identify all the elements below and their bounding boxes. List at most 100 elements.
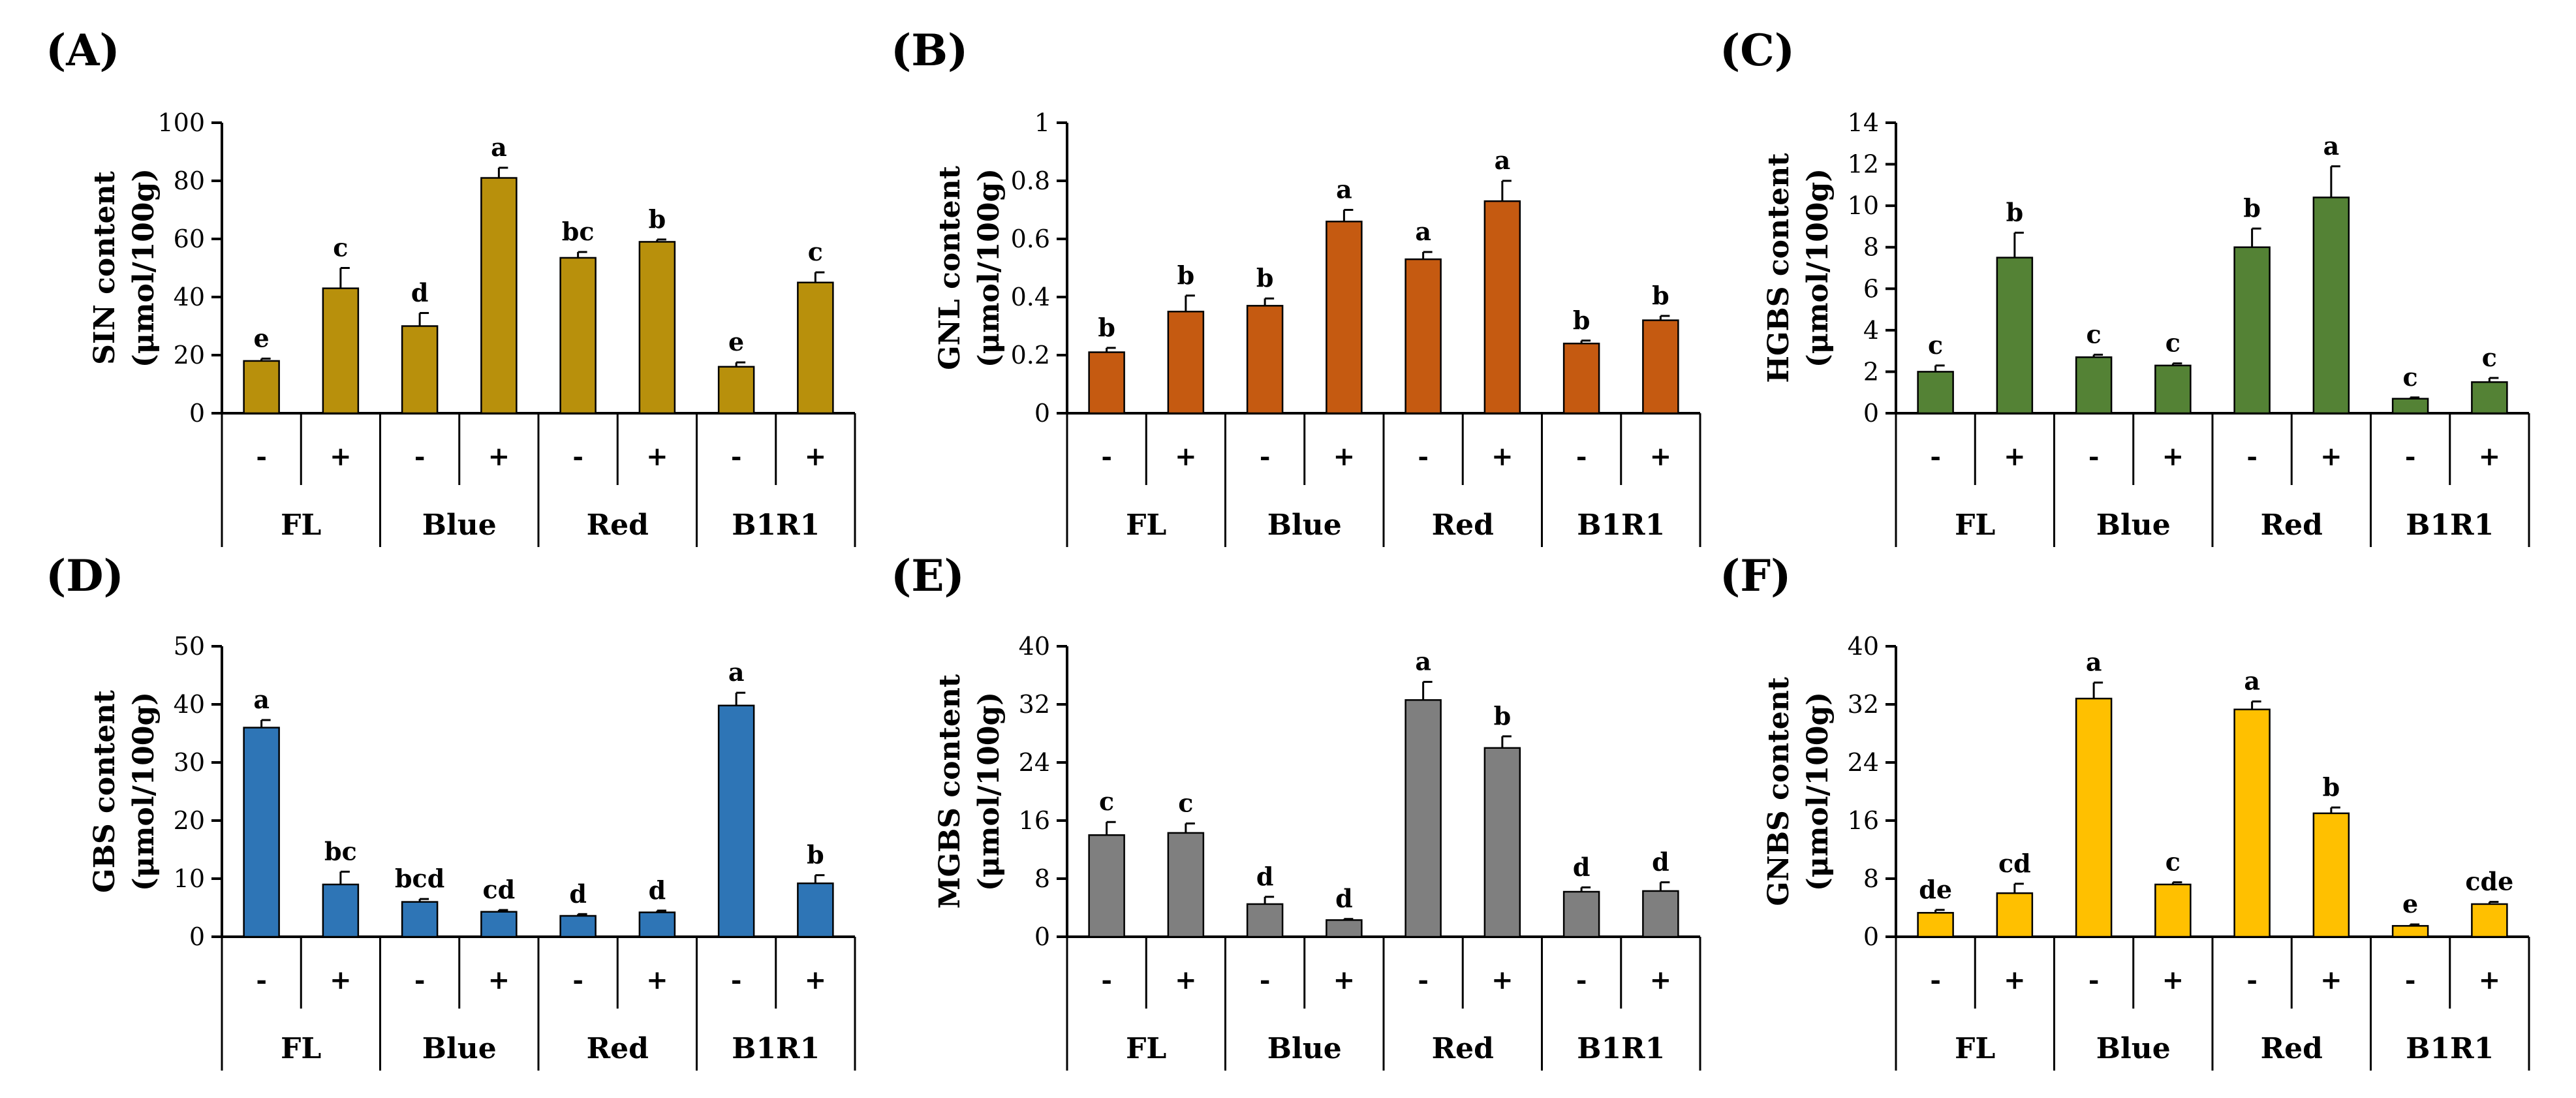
y-tick-label: 8 (1863, 233, 1879, 262)
bar (480, 911, 518, 938)
treatment-label: - (1930, 965, 1941, 996)
treatment-label: + (646, 441, 668, 472)
significance-letter: b (1573, 306, 1591, 335)
treatment-label: - (1930, 441, 1941, 472)
significance-letter: a (491, 133, 507, 162)
bar (559, 915, 597, 938)
treatment-label: - (2246, 965, 2258, 996)
significance-letter: c (2165, 328, 2180, 358)
y-tick-label: 0.8 (1011, 166, 1050, 195)
treatment-label: - (1576, 441, 1587, 472)
y-tick-label: 100 (157, 108, 205, 137)
bar (1996, 257, 2034, 415)
y-axis-unit: (μmol/100g) (972, 168, 1006, 368)
significance-letter: de (1919, 875, 1952, 904)
significance-letter: b (2323, 772, 2340, 802)
significance-letter: d (1335, 884, 1353, 913)
treatment-label: - (1418, 441, 1429, 472)
y-tick-label: 0.4 (1011, 283, 1050, 311)
significance-letter: cde (2465, 867, 2513, 896)
bar (1326, 919, 1363, 938)
significance-letter: a (728, 657, 745, 687)
group-label: Red (1432, 509, 1494, 542)
panel-label: (D) (46, 550, 124, 601)
y-tick-label: 14 (1848, 108, 1879, 137)
treatment-label: + (330, 965, 352, 996)
treatment-label: - (2088, 965, 2100, 996)
significance-letter: c (2165, 847, 2180, 877)
bar (2471, 381, 2508, 415)
significance-letter: d (411, 277, 429, 307)
treatment-label: - (1101, 965, 1112, 996)
bar (2154, 883, 2192, 938)
bar (2233, 708, 2271, 938)
treatment-label: + (2004, 965, 2026, 996)
y-tick-label: 32 (1019, 690, 1050, 719)
y-axis-title: MGBS content (933, 674, 967, 909)
group-label: B1R1 (732, 509, 820, 542)
y-tick-label: 40 (1019, 632, 1050, 661)
chart-panel-a: (A) 0 20 40 60 80 100 SIN content (μmol/100g) - + -… (46, 25, 856, 547)
significance-letter: c (2087, 319, 2102, 349)
treatment-label: + (1650, 441, 1672, 472)
treatment-label: + (2162, 965, 2184, 996)
treatment-label: - (572, 965, 583, 996)
bar (1167, 832, 1205, 938)
bar (638, 241, 676, 415)
y-tick-label: 0 (1863, 922, 1879, 951)
y-axis-unit: (μmol/100g) (1801, 692, 1835, 891)
group-label: Blue (2096, 1032, 2171, 1065)
significance-letter: d (1573, 852, 1591, 881)
bar (2391, 925, 2429, 938)
bar (717, 704, 755, 938)
significance-letter: e (2402, 889, 2418, 918)
bar (2075, 356, 2113, 415)
panel-label: (F) (1720, 550, 1791, 601)
significance-letter: a (253, 685, 270, 714)
significance-letter: c (1178, 788, 1193, 817)
significance-letter: c (1928, 330, 1943, 360)
significance-letter: a (1415, 647, 1431, 676)
treatment-label: + (2320, 965, 2342, 996)
group-label: B1R1 (2406, 509, 2494, 542)
y-axis-title: HGBS content (1762, 153, 1795, 383)
y-axis-unit: (μmol/100g) (972, 692, 1006, 891)
y-tick-label: 50 (174, 632, 205, 661)
panel-label: (C) (1720, 25, 1795, 76)
significance-letter: bc (324, 836, 357, 866)
bar (480, 177, 518, 415)
treatment-label: - (2246, 441, 2258, 472)
bar (1246, 903, 1284, 938)
treatment-label: + (1333, 441, 1356, 472)
panel-label: (A) (46, 25, 120, 76)
y-tick-label: 0 (1034, 922, 1050, 951)
y-axis-title: GNL content (933, 165, 967, 369)
treatment-label: - (572, 441, 583, 472)
y-tick-label: 6 (1863, 274, 1879, 303)
significance-letter: bcd (395, 864, 444, 893)
group-label: Red (2261, 509, 2323, 542)
bar (1562, 342, 1600, 415)
group-label: B1R1 (1577, 1032, 1665, 1065)
y-tick-label: 4 (1863, 316, 1879, 345)
y-tick-label: 32 (1848, 690, 1879, 719)
group-label: FL (1955, 509, 1995, 542)
treatment-label: + (1491, 441, 1513, 472)
y-tick-label: 0 (189, 922, 205, 951)
significance-letter: a (1415, 217, 1431, 246)
bar (1642, 319, 1679, 415)
significance-letter: a (2244, 667, 2260, 696)
y-axis-unit: (μmol/100g) (127, 168, 161, 368)
treatment-label: + (2320, 441, 2342, 472)
bar (401, 901, 439, 938)
bar (2471, 903, 2508, 938)
treatment-label: - (1418, 965, 1429, 996)
treatment-label: - (1576, 965, 1587, 996)
bar (2391, 398, 2429, 415)
y-axis-unit: (μmol/100g) (1801, 168, 1835, 368)
y-tick-label: 1 (1034, 108, 1050, 137)
y-tick-label: 10 (1848, 191, 1879, 220)
group-label: Blue (2096, 509, 2171, 542)
significance-letter: a (2323, 131, 2340, 161)
bar (717, 366, 755, 415)
